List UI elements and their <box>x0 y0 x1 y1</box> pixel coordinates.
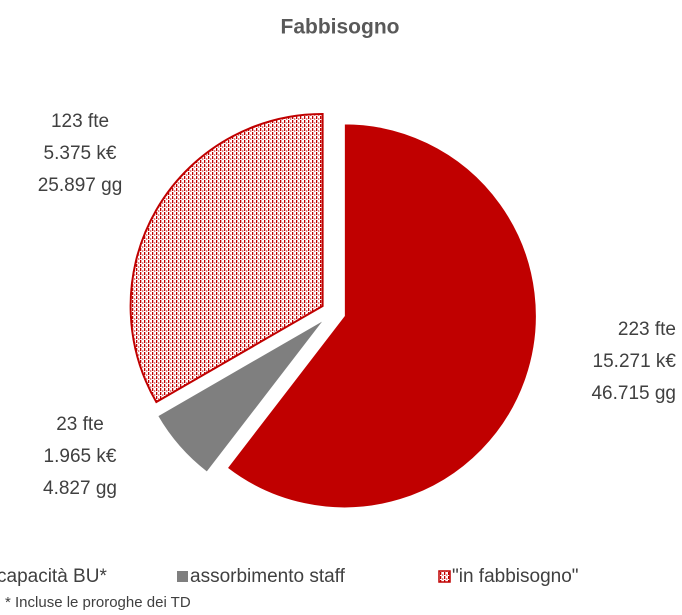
pie-slice <box>129 112 324 404</box>
data-label: 5.375 k€ <box>44 143 117 164</box>
data-label: 15.271 k€ <box>593 351 677 372</box>
data-label: 4.827 gg <box>43 478 117 499</box>
data-label: 23 fte <box>56 414 104 435</box>
legend-marker <box>177 571 188 582</box>
data-label: 1.965 k€ <box>44 446 117 467</box>
pie-slice <box>157 319 325 473</box>
data-label: 46.715 gg <box>591 383 676 404</box>
data-label: 25.897 gg <box>38 175 123 196</box>
data-label: 223 fte <box>618 319 676 340</box>
legend-marker <box>438 570 451 583</box>
pie-slice <box>226 123 537 509</box>
footnote: * Incluse le proroghe dei TD <box>5 594 191 611</box>
legend-label: assorbimento staff <box>190 566 346 587</box>
legend-label: capacità BU* <box>0 566 107 587</box>
data-label: 123 fte <box>51 111 109 132</box>
chart-title: Fabbisogno <box>281 16 400 39</box>
legend-label: "in fabbisogno" <box>452 566 579 587</box>
